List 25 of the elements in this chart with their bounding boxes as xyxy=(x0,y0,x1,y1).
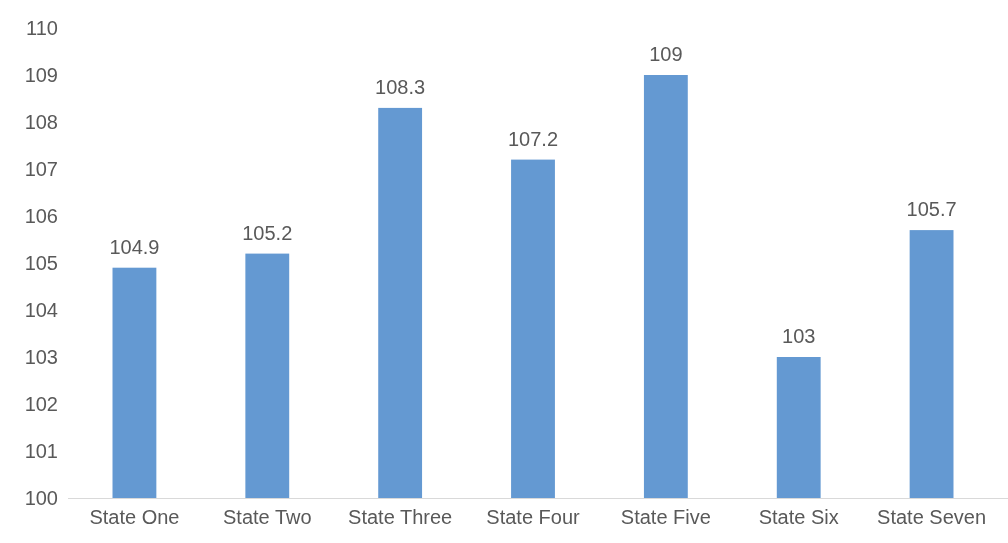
y-tick-label: 105 xyxy=(24,251,58,274)
y-tick-label: 108 xyxy=(24,110,58,133)
y-tick-label: 103 xyxy=(24,345,58,368)
y-tick-label: 110 xyxy=(26,16,58,39)
x-tick-label: State Two xyxy=(223,506,312,529)
data-label: 104.9 xyxy=(109,235,160,258)
data-label: 103 xyxy=(782,325,816,347)
y-tick-label: 104 xyxy=(24,298,58,321)
y-tick-label: 106 xyxy=(24,204,58,227)
data-label: 109 xyxy=(649,43,683,65)
y-tick-label: 101 xyxy=(24,439,58,462)
x-tick-label: State Four xyxy=(486,506,581,529)
data-label: 105.2 xyxy=(242,221,293,244)
data-label: 105.7 xyxy=(906,198,957,221)
y-tick-label: 109 xyxy=(24,63,58,86)
x-tick-label: State Five xyxy=(620,506,711,529)
data-label: 108.3 xyxy=(375,75,426,98)
y-tick-label: 100 xyxy=(24,486,58,509)
x-tick-label: State Six xyxy=(758,506,839,529)
x-tick-label: State Three xyxy=(348,506,453,529)
x-tick-label: State Seven xyxy=(877,506,987,529)
data-label: 107.2 xyxy=(507,127,559,150)
y-tick-label: 102 xyxy=(24,392,58,415)
y-tick-label: 107 xyxy=(24,157,58,180)
x-tick-label: State One xyxy=(89,506,180,529)
